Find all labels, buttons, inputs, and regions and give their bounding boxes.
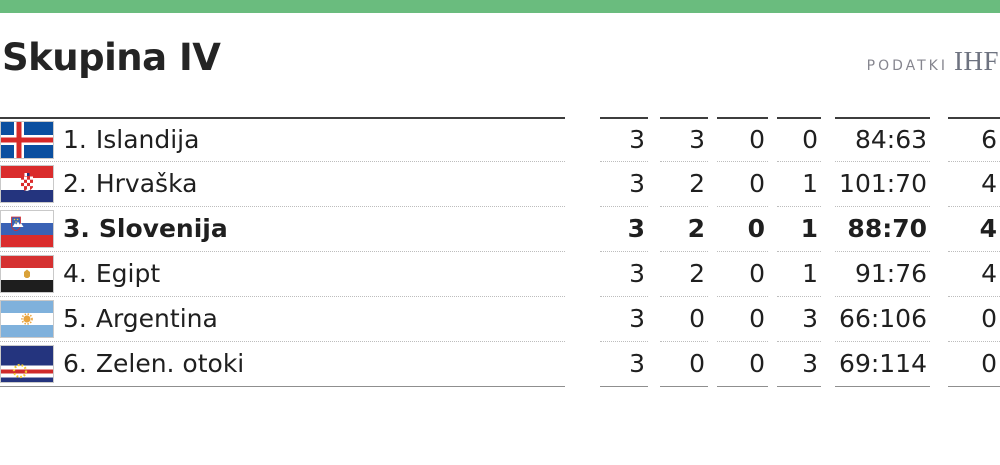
team-rank: 1. <box>63 125 87 155</box>
cell-played: 3 <box>600 297 648 342</box>
team-cell: 2. Hrvaška <box>0 162 565 207</box>
team-cell: 5. Argentina <box>0 297 565 342</box>
team-cell: 6. Zelen. otoki <box>0 342 565 387</box>
cell-draws: 0 <box>717 252 768 297</box>
cell-points: 4 <box>948 162 1000 207</box>
cell-points: 4 <box>948 252 1000 297</box>
data-source: PODATKI IHF <box>867 46 1000 77</box>
cell-wins: 2 <box>660 162 708 207</box>
team-rank: 5. <box>63 304 87 334</box>
table-row: 2. Hrvaška 3 2 0 1 101:70 4 <box>0 162 1000 207</box>
cell-played: 3 <box>600 342 648 387</box>
cell-wins: 2 <box>660 207 708 252</box>
cell-draws: 0 <box>717 116 768 162</box>
team-name: Egipt <box>95 259 161 289</box>
cell-wins: 2 <box>660 252 708 297</box>
cell-wins: 0 <box>660 297 708 342</box>
team-name: Slovenija <box>98 214 228 244</box>
header: Skupina IV PODATKI IHF <box>0 13 1000 80</box>
cell-played: 3 <box>600 162 648 207</box>
flag-croatia-icon <box>0 164 54 203</box>
team-name: Zelen. otoki <box>95 349 245 379</box>
cell-losses: 1 <box>777 162 821 207</box>
cell-played: 3 <box>600 252 648 297</box>
cell-draws: 0 <box>717 297 768 342</box>
team-name: Hrvaška <box>95 169 198 199</box>
cell-losses: 1 <box>777 252 821 297</box>
flag-iceland-icon <box>0 120 54 159</box>
cell-points: 4 <box>948 207 1000 252</box>
cell-draws: 0 <box>717 207 768 252</box>
team-rank: 4. <box>63 259 87 289</box>
cell-goals: 66:106 <box>835 297 930 342</box>
cell-played: 3 <box>600 116 648 162</box>
flag-argentina-icon <box>0 299 54 338</box>
page-title: Skupina IV <box>2 36 221 79</box>
standings-table: 1. Islandija 3 3 0 0 84:63 6 2. Hrvaška … <box>0 116 1000 387</box>
team-rank: 6. <box>63 349 87 379</box>
source-label: PODATKI <box>866 58 948 74</box>
cell-losses: 3 <box>777 297 821 342</box>
cell-goals: 84:63 <box>835 116 930 162</box>
table-row: 3. Slovenija 3 2 0 1 88:70 4 <box>0 207 1000 252</box>
team-cell: 4. Egipt <box>0 252 565 297</box>
cell-wins: 0 <box>660 342 708 387</box>
cell-draws: 0 <box>717 342 768 387</box>
cell-draws: 0 <box>717 162 768 207</box>
cell-goals: 69:114 <box>835 342 930 387</box>
table-row: 6. Zelen. otoki 3 0 0 3 69:114 0 <box>0 342 1000 387</box>
table-row: 1. Islandija 3 3 0 0 84:63 6 <box>0 116 1000 162</box>
cell-points: 0 <box>948 297 1000 342</box>
cell-losses: 3 <box>777 342 821 387</box>
flag-egypt-icon <box>0 254 54 293</box>
team-cell: 1. Islandija <box>0 116 565 162</box>
cell-goals: 101:70 <box>835 162 930 207</box>
team-rank: 2. <box>63 169 87 199</box>
cell-points: 0 <box>948 342 1000 387</box>
flag-cape-verde-icon <box>0 344 54 383</box>
accent-topbar <box>0 0 1000 13</box>
team-name: Argentina <box>95 304 218 334</box>
cell-losses: 1 <box>777 207 821 252</box>
flag-slovenia-icon <box>0 209 54 248</box>
team-cell: 3. Slovenija <box>0 207 565 252</box>
team-name: Islandija <box>95 125 200 155</box>
cell-goals: 88:70 <box>835 207 930 252</box>
cell-losses: 0 <box>777 116 821 162</box>
table-row: 4. Egipt 3 2 0 1 91:76 4 <box>0 252 1000 297</box>
cell-played: 3 <box>600 207 648 252</box>
group-standings-widget: Skupina IV PODATKI IHF 1. Islandija 3 3 0… <box>0 0 1000 387</box>
cell-goals: 91:76 <box>835 252 930 297</box>
cell-points: 6 <box>948 116 1000 162</box>
cell-wins: 3 <box>660 116 708 162</box>
team-rank: 3. <box>63 214 90 244</box>
table-row: 5. Argentina 3 0 0 3 66:106 0 <box>0 297 1000 342</box>
source-org: IHF <box>953 46 999 76</box>
